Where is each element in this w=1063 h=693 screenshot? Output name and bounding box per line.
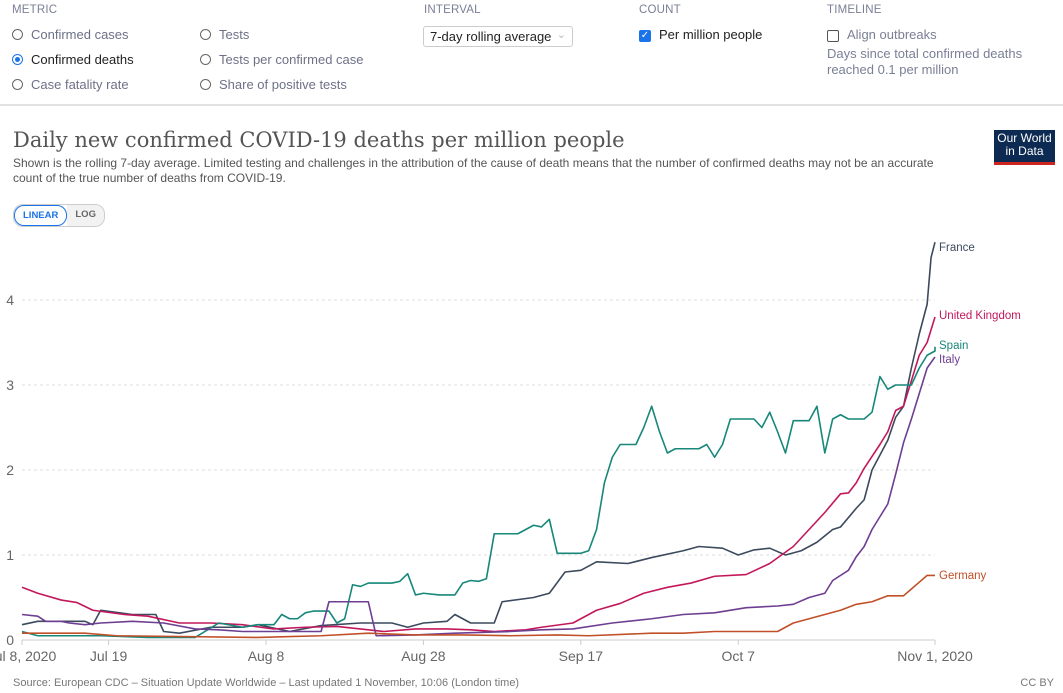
- series-line-germany: [22, 574, 935, 639]
- checkbox-label: Per million people: [659, 27, 763, 42]
- logo-text: Our World in Data: [997, 131, 1052, 158]
- interval-select[interactable]: 7-day rolling average ⌄: [423, 26, 573, 47]
- y-tick-label: 2: [6, 462, 14, 478]
- x-tick-label: Aug 28: [401, 648, 446, 664]
- radio-checked-icon: [12, 54, 23, 65]
- series-label: Spain: [939, 340, 968, 352]
- series-label: United Kingdom: [939, 310, 1021, 322]
- linear-scale-button[interactable]: LINEAR: [14, 205, 68, 226]
- count-heading: COUNT: [639, 4, 681, 16]
- radio-label: Confirmed deaths: [31, 52, 134, 67]
- radio-confirmed-cases[interactable]: Confirmed cases: [12, 22, 134, 47]
- radio-label: Tests: [219, 27, 250, 42]
- owid-logo[interactable]: Our World in Data: [994, 130, 1055, 165]
- interval-value: 7-day rolling average: [430, 29, 552, 44]
- radio-label: Confirmed cases: [31, 27, 129, 42]
- source-note: Source: European CDC – Situation Update …: [13, 677, 520, 689]
- series-line-france: [21, 242, 936, 635]
- interval-heading: INTERVAL: [424, 4, 481, 16]
- series-label: Germany: [939, 570, 987, 582]
- radio-tests[interactable]: Tests: [200, 22, 364, 47]
- scale-toggle: LINEAR LOG: [13, 204, 105, 227]
- timeline-note: Days since total confirmed deaths reache…: [827, 46, 1023, 77]
- radio-label: Case fatality rate: [31, 77, 129, 92]
- radio-share-of-positive-tests[interactable]: Share of positive tests: [200, 72, 364, 97]
- radio-icon: [200, 29, 211, 40]
- x-tick-label: Jul 19: [90, 648, 128, 664]
- y-tick-label: 3: [6, 377, 14, 393]
- x-tick-label: Sep 17: [559, 648, 604, 664]
- radio-icon: [12, 79, 23, 90]
- radio-confirmed-deaths[interactable]: Confirmed deaths: [12, 47, 134, 72]
- chart-title: Daily new confirmed COVID-19 deaths per …: [13, 128, 625, 152]
- metric-col-2: Tests Tests per confirmed case Share of …: [200, 22, 364, 97]
- divider: [0, 104, 1063, 106]
- timeline-heading: TIMELINE: [827, 4, 882, 16]
- checkbox-checked-icon: ✓: [639, 29, 651, 42]
- checkbox-label: Align outbreaks: [847, 27, 937, 42]
- metric-col-1: Confirmed cases Confirmed deaths Case fa…: [12, 22, 134, 97]
- x-tick-label: Nov 1, 2020: [897, 648, 973, 664]
- radio-label: Tests per confirmed case: [219, 52, 364, 67]
- x-tick-label: Aug 8: [248, 648, 285, 664]
- y-tick-label: 0: [6, 632, 14, 648]
- radio-icon: [200, 79, 211, 90]
- license-link[interactable]: CC BY: [1020, 677, 1054, 689]
- y-tick-label: 1: [6, 547, 14, 563]
- x-tick-label: Oct 7: [721, 648, 755, 664]
- series-label: France: [939, 242, 975, 254]
- align-outbreaks-checkbox[interactable]: Align outbreaks: [827, 27, 937, 42]
- series-line-united-kingdom: [21, 316, 936, 633]
- radio-icon: [200, 54, 211, 65]
- radio-icon: [12, 29, 23, 40]
- metric-group: METRIC: [12, 4, 57, 16]
- series-label: Italy: [939, 354, 960, 366]
- chart-subtitle: Shown is the rolling 7-day average. Limi…: [13, 156, 934, 185]
- per-million-checkbox[interactable]: ✓ Per million people: [639, 27, 762, 42]
- x-tick-label: Jul 8, 2020: [0, 648, 56, 664]
- series-line-italy: [21, 356, 936, 637]
- radio-label: Share of positive tests: [219, 77, 347, 92]
- log-scale-button[interactable]: LOG: [67, 205, 104, 226]
- checkbox-icon: [827, 29, 839, 42]
- metric-heading: METRIC: [12, 4, 58, 16]
- y-tick-label: 4: [6, 292, 14, 308]
- series-line-spain: [21, 346, 936, 639]
- radio-case-fatality-rate[interactable]: Case fatality rate: [12, 72, 134, 97]
- chevron-down-icon: ⌄: [556, 29, 566, 41]
- radio-tests-per-confirmed-case[interactable]: Tests per confirmed case: [200, 47, 364, 72]
